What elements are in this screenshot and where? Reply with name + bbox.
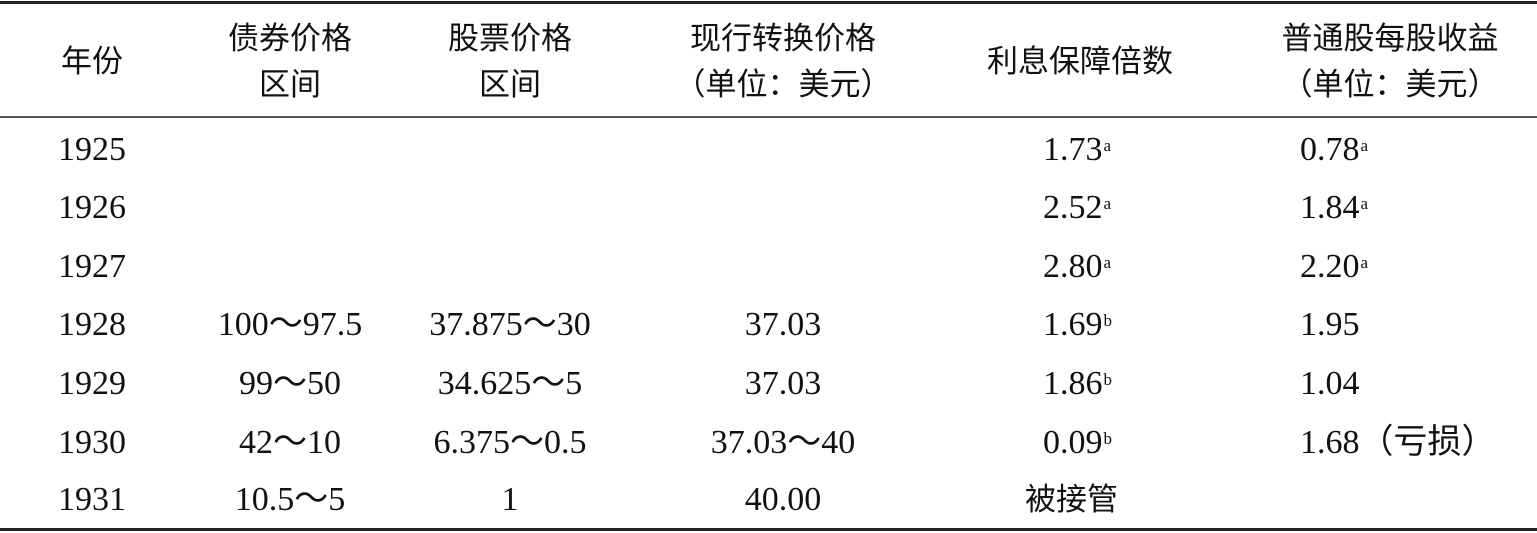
cell-year: 1928 xyxy=(58,306,126,343)
cell-cov: 被接管 xyxy=(1025,482,1118,518)
cell-year: 1930 xyxy=(58,424,126,461)
cell-cov: 2.52a xyxy=(1043,189,1112,226)
cell-cov: 1.86b xyxy=(1043,365,1113,402)
cell-year: 1931 xyxy=(58,481,126,518)
header-line: 区间 xyxy=(479,67,541,103)
cell-eps: 1.68（亏损） xyxy=(1300,424,1496,461)
footnote-marker: b xyxy=(1103,429,1113,448)
cell-stock: 37.875～30 xyxy=(429,306,591,343)
footnote-marker: a xyxy=(1360,194,1369,213)
cell-cov: 2.80a xyxy=(1043,248,1112,285)
cell-eps: 1.95 xyxy=(1300,306,1360,343)
header-line: （单位：美元） xyxy=(674,67,892,103)
top-rule xyxy=(0,1,1537,4)
header-line: 普通股每股收益 xyxy=(1281,21,1499,57)
cell-year: 1925 xyxy=(58,131,126,168)
header-line: 股票价格 xyxy=(448,21,572,57)
header-line: 区间 xyxy=(259,67,321,103)
cell-bond: 10.5～5 xyxy=(234,481,346,518)
column-header: 年份 xyxy=(61,44,123,80)
cell-bond: 99～50 xyxy=(239,365,341,402)
column-header: 普通股每股收益 （单位：美元） xyxy=(1282,16,1499,108)
cell-year: 1926 xyxy=(58,189,126,226)
cell-eps: 1.84a xyxy=(1300,189,1369,226)
footnote-marker: a xyxy=(1360,136,1369,155)
column-header: 股票价格 区间 xyxy=(448,16,572,108)
header-line: 现行转换价格 xyxy=(690,21,876,57)
cell-cov: 1.69b xyxy=(1043,306,1113,343)
cell-conv: 37.03 xyxy=(744,365,822,402)
cell-eps: 0.78a xyxy=(1300,131,1369,168)
bottom-rule xyxy=(0,528,1537,531)
cell-eps: 1.04 xyxy=(1300,365,1360,402)
cell-eps: 2.20a xyxy=(1300,248,1369,285)
cell-bond: 100～97.5 xyxy=(217,306,363,343)
column-header: 债券价格 区间 xyxy=(228,16,352,108)
footnote-marker: a xyxy=(1103,136,1112,155)
footnote-marker: a xyxy=(1360,253,1369,272)
header-line: 债券价格 xyxy=(228,21,352,57)
column-header: 利息保障倍数 xyxy=(987,44,1173,80)
footnote-marker: b xyxy=(1103,311,1113,330)
footnote-marker: b xyxy=(1103,370,1113,389)
cell-stock: 34.625～5 xyxy=(437,365,583,402)
header-line: （单位：美元） xyxy=(1281,67,1499,103)
cell-conv: 37.03～40 xyxy=(710,424,856,461)
header-rule xyxy=(0,116,1537,118)
cell-year: 1927 xyxy=(58,248,126,285)
column-header: 现行转换价格 （单位：美元） xyxy=(675,16,892,108)
cell-cov: 0.09b xyxy=(1043,424,1113,461)
cell-conv: 37.03 xyxy=(744,306,822,343)
cell-bond: 42～10 xyxy=(239,424,341,461)
cell-year: 1929 xyxy=(58,365,126,402)
footnote-marker: a xyxy=(1103,253,1112,272)
cell-stock: 6.375～0.5 xyxy=(433,424,587,461)
footnote-marker: a xyxy=(1103,194,1112,213)
cell-conv: 40.00 xyxy=(744,481,822,518)
cell-stock: 1 xyxy=(501,481,519,518)
cell-cov: 1.73a xyxy=(1043,131,1112,168)
